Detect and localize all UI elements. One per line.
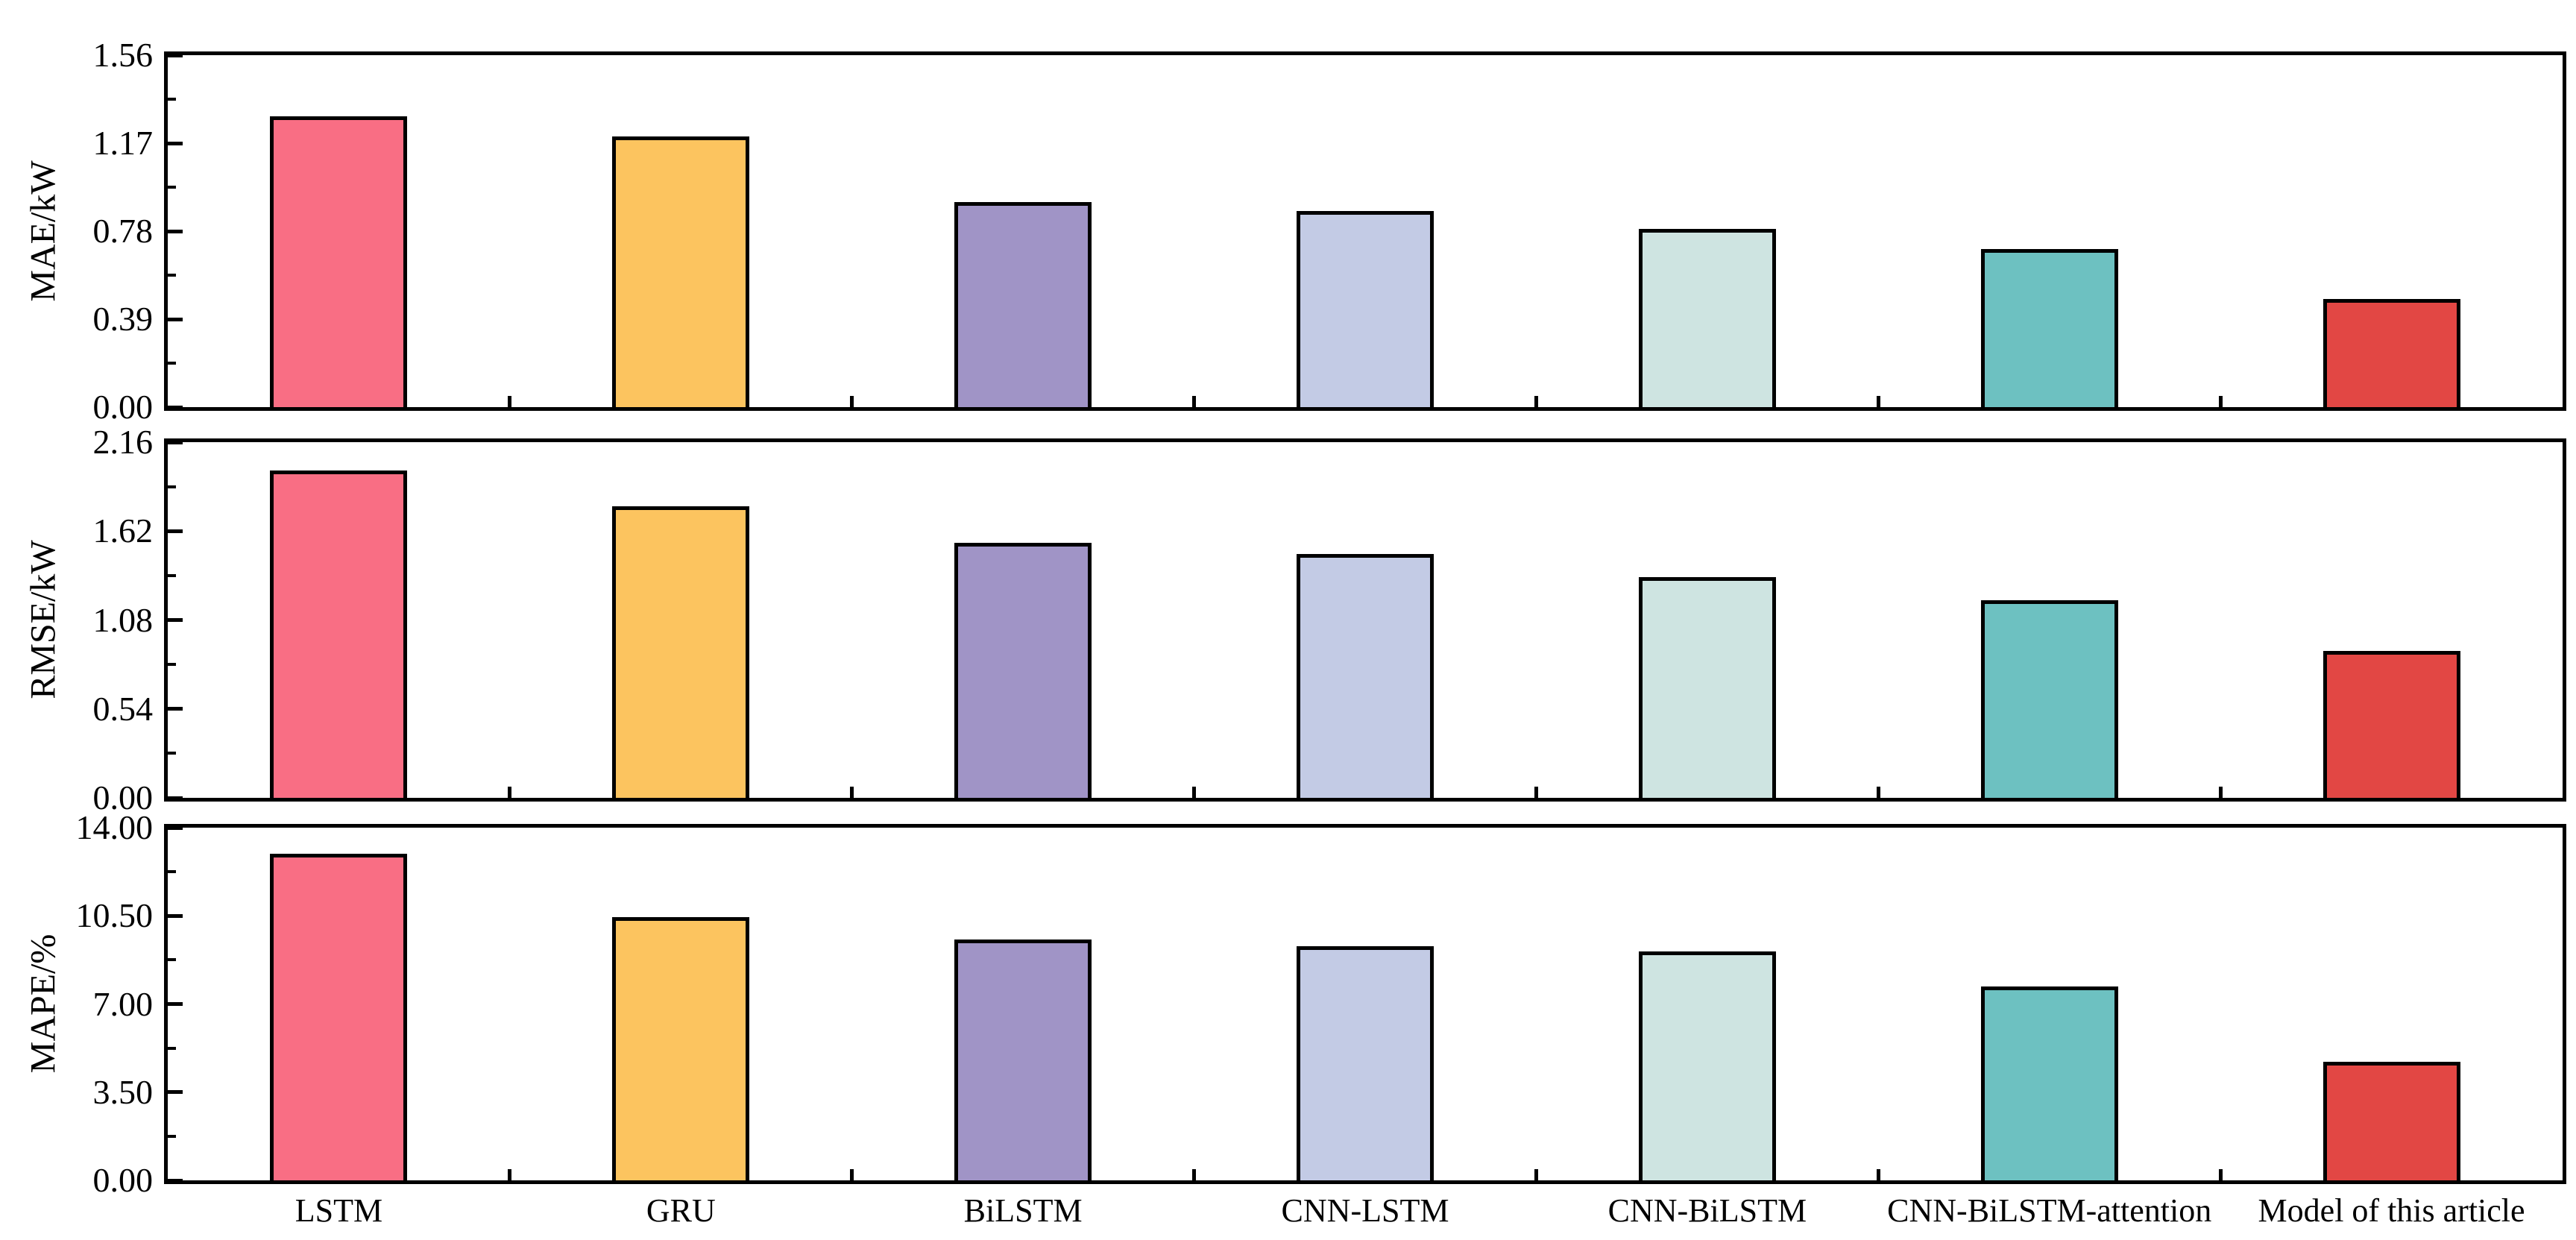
bar-cnn-lstm-rmse	[1297, 554, 1434, 798]
plot-panel-mae	[164, 51, 2566, 411]
x-category-label: CNN-LSTM	[1281, 1192, 1449, 1229]
x-tick	[1534, 396, 1538, 407]
x-tick	[1876, 787, 1880, 798]
bar-lstm-rmse	[270, 470, 408, 798]
bar-cnn-bilstm-mape	[1638, 951, 1776, 1180]
x-tick	[1192, 1169, 1197, 1180]
y-tick-label: 1.17	[92, 124, 154, 162]
x-category-label: Model of this article	[2258, 1192, 2525, 1229]
bar-lstm-mape	[270, 854, 408, 1180]
x-tick	[1876, 396, 1880, 407]
bar-cnn-lstm-mape	[1297, 946, 1434, 1180]
y-major-tick	[168, 825, 183, 830]
x-tick	[2218, 1169, 2223, 1180]
y-major-tick	[168, 1090, 183, 1095]
y-tick-label: 0.00	[92, 1161, 154, 1199]
x-tick	[508, 1169, 512, 1180]
bar-gru-mape	[612, 917, 750, 1180]
y-major-tick	[168, 229, 183, 233]
y-minor-tick	[168, 870, 176, 874]
x-tick	[850, 396, 854, 407]
bar-model-of-this-article-mae	[2323, 299, 2460, 407]
y-major-tick	[168, 707, 183, 711]
y-tick-label: 0.00	[92, 778, 154, 816]
y-major-tick	[168, 529, 183, 533]
y-major-tick	[168, 1002, 183, 1006]
y-major-tick	[168, 440, 183, 444]
y-minor-tick	[168, 186, 176, 189]
y-major-tick	[168, 913, 183, 918]
y-minor-tick	[168, 1134, 176, 1138]
x-tick	[1192, 396, 1197, 407]
bar-gru-rmse	[612, 506, 750, 798]
bar-lstm-mae	[270, 116, 408, 407]
x-tick	[850, 787, 854, 798]
x-tick	[508, 787, 512, 798]
bar-model-of-this-article-mape	[2323, 1062, 2460, 1180]
y-tick-label: 3.50	[92, 1072, 154, 1111]
y-major-tick	[168, 1178, 183, 1183]
y-major-tick	[168, 405, 183, 409]
bar-cnn-bilstm-attention-mae	[1980, 249, 2118, 407]
y-minor-tick	[168, 752, 176, 755]
y-minor-tick	[168, 1046, 176, 1050]
y-minor-tick	[168, 362, 176, 365]
x-tick	[1876, 1169, 1880, 1180]
y-tick-label: 0.54	[92, 689, 154, 728]
y-tick-label: 0.78	[92, 212, 154, 250]
x-category-label: CNN-BiLSTM-attention	[1887, 1192, 2212, 1229]
plot-panel-mape	[164, 824, 2566, 1184]
y-minor-tick	[168, 958, 176, 962]
bar-cnn-bilstm-mae	[1638, 229, 1776, 407]
y-tick-label: 10.50	[75, 896, 154, 935]
y-minor-tick	[168, 98, 176, 101]
x-category-label: GRU	[646, 1192, 716, 1229]
y-major-tick	[168, 618, 183, 622]
bar-cnn-bilstm-rmse	[1638, 577, 1776, 798]
y-tick-label: 1.62	[92, 512, 154, 550]
x-category-label: BiLSTM	[963, 1192, 1083, 1229]
x-tick	[1534, 1169, 1538, 1180]
x-tick	[2218, 396, 2223, 407]
bar-bilstm-mae	[954, 202, 1092, 407]
bar-cnn-lstm-mae	[1297, 211, 1434, 407]
y-major-tick	[168, 317, 183, 321]
bar-cnn-bilstm-attention-rmse	[1980, 600, 2118, 798]
y-minor-tick	[168, 485, 176, 488]
x-tick	[850, 1169, 854, 1180]
y-tick-label: 0.00	[92, 388, 154, 426]
y-tick-label: 14.00	[75, 808, 154, 846]
y-tick-label: 2.16	[92, 423, 154, 461]
y-tick-label: 1.56	[92, 36, 154, 74]
y-minor-tick	[168, 274, 176, 277]
y-tick-label: 0.39	[92, 300, 154, 338]
y-tick-label: 1.08	[92, 600, 154, 639]
x-tick	[2218, 787, 2223, 798]
plot-panel-rmse	[164, 438, 2566, 802]
y-major-tick	[168, 53, 183, 57]
bar-model-of-this-article-rmse	[2323, 651, 2460, 798]
bar-gru-mae	[612, 136, 750, 407]
bar-cnn-bilstm-attention-mape	[1980, 986, 2118, 1180]
x-tick	[508, 396, 512, 407]
y-tick-label: 7.00	[92, 984, 154, 1023]
y-major-tick	[168, 796, 183, 800]
y-minor-tick	[168, 573, 176, 577]
x-category-label: CNN-BiLSTM	[1607, 1192, 1807, 1229]
y-minor-tick	[168, 663, 176, 667]
x-tick	[1192, 787, 1197, 798]
y-major-tick	[168, 141, 183, 145]
bar-bilstm-mape	[954, 940, 1092, 1180]
x-tick	[1534, 787, 1538, 798]
x-category-label: LSTM	[295, 1192, 383, 1229]
bar-bilstm-rmse	[954, 543, 1092, 798]
